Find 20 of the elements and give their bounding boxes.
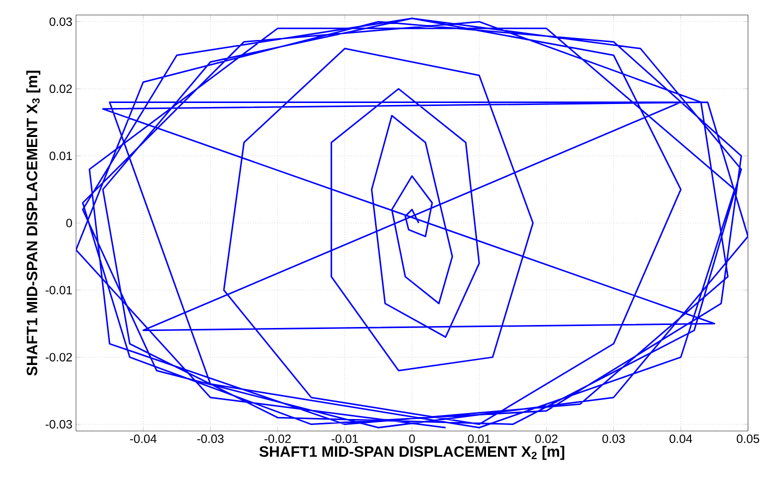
x-tick-label: -0.03 xyxy=(197,434,224,444)
y-axis-title: SHAFT1 MID-SPAN DISPLACEMENT X$_{3}$ [m] xyxy=(26,70,40,376)
x-tick-label: -0.01 xyxy=(332,434,358,444)
x-tick-label: 0.01 xyxy=(468,434,490,444)
y-tick-label: 0 xyxy=(66,218,72,228)
x-tick-label: 0.03 xyxy=(602,434,625,444)
x-tick-label: -0.04 xyxy=(130,434,157,444)
x-axis-title: SHAFT1 MID-SPAN DISPLACEMENT X$_{2}$ [m] xyxy=(259,446,564,460)
y-tick-label: -0.02 xyxy=(46,352,72,362)
y-tick-label: -0.03 xyxy=(46,420,72,429)
x-tick-label: 0.04 xyxy=(670,434,692,444)
y-tick-label: -0.01 xyxy=(46,286,72,294)
x-tick-label: 0 xyxy=(409,434,415,444)
line-series xyxy=(76,18,748,428)
y-tick-label: 0.03 xyxy=(50,17,72,26)
x-tick-label: 0.05 xyxy=(736,434,760,444)
x-tick-label: -0.02 xyxy=(264,434,291,444)
y-tick-label: 0.01 xyxy=(50,152,72,160)
y-tick-label: 0.02 xyxy=(50,84,72,94)
x-tick-label: 0.02 xyxy=(535,434,558,444)
